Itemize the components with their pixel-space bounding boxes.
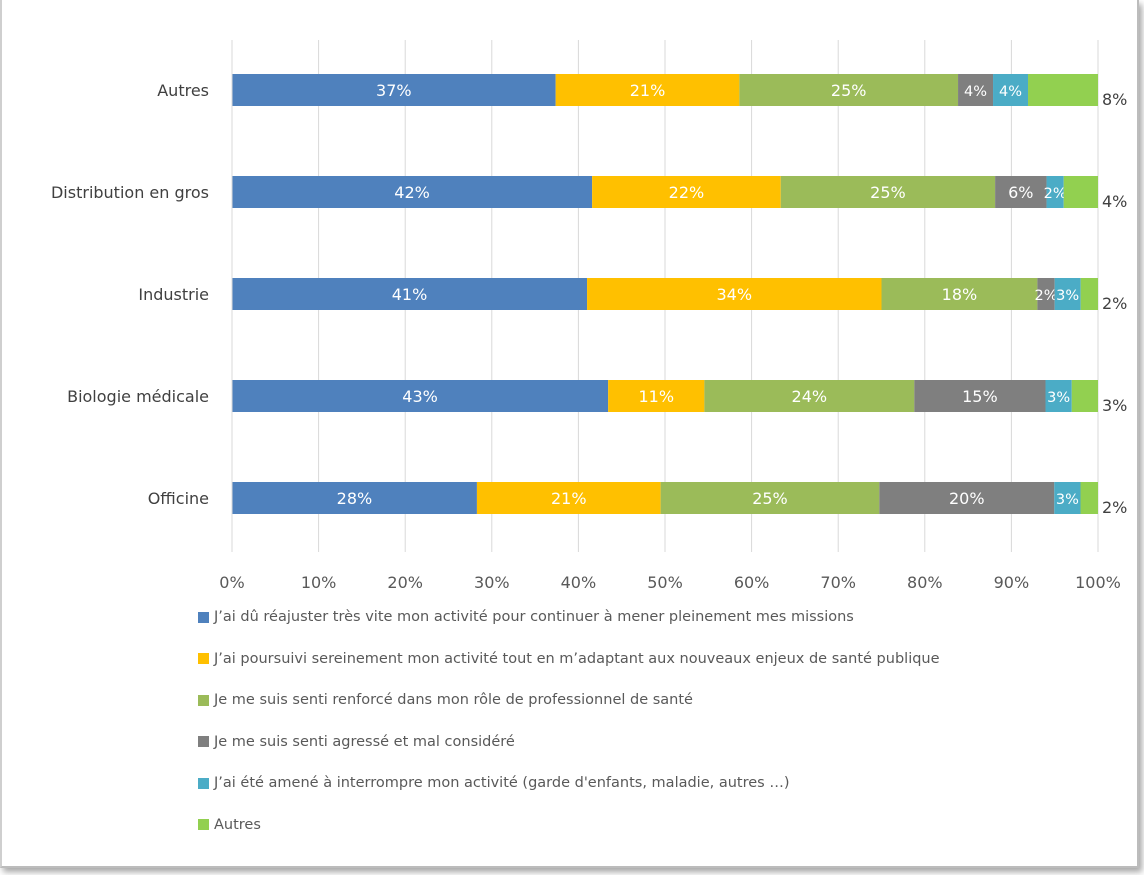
- data-label: 3%: [1056, 288, 1079, 304]
- bar-segment: [232, 278, 588, 310]
- x-tick-label: 80%: [907, 573, 943, 592]
- category-label: Biologie médicale: [67, 387, 209, 406]
- bar-segment: [993, 74, 1029, 106]
- x-tick-label: 30%: [474, 573, 510, 592]
- legend-swatch: [198, 819, 209, 830]
- data-label: 34%: [716, 285, 752, 304]
- x-tick-label: 20%: [387, 573, 423, 592]
- bar-segment: [608, 380, 705, 412]
- data-label: 4%: [964, 84, 987, 100]
- data-label: 25%: [752, 489, 788, 508]
- bar-segment: [879, 482, 1055, 514]
- x-tick-label: 100%: [1075, 573, 1121, 592]
- bar-segment: [660, 482, 880, 514]
- bar-segment: [232, 74, 556, 106]
- data-label: 43%: [402, 387, 438, 406]
- data-label: 8%: [1102, 90, 1127, 109]
- bar-segment: [914, 380, 1046, 412]
- stacked-bar-chart: 0% 10% 20% 30% 40% 50% 60% 70% 80% 90% 100% Autres 3…: [51, 40, 1127, 592]
- legend-swatch: [198, 611, 209, 623]
- legend-item: Je me suis senti renforcé dans mon rôle …: [198, 690, 1098, 710]
- data-label: 3%: [1047, 390, 1070, 406]
- data-label: 11%: [638, 387, 674, 406]
- x-tick-label: 50%: [647, 573, 683, 592]
- bar-segment: [592, 176, 781, 208]
- legend-item: Je me suis senti agressé et mal considér…: [198, 732, 1098, 752]
- data-label: 25%: [870, 183, 906, 202]
- legend-label: J’ai poursuivi sereinement mon activité …: [214, 650, 940, 667]
- category-label: Distribution en gros: [51, 183, 209, 202]
- legend-label: J’ai été amené à interrompre mon activit…: [214, 775, 790, 791]
- legend-item: J’ai poursuivi sereinement mon activité …: [198, 649, 1098, 669]
- data-label: 18%: [942, 285, 978, 304]
- x-tick-label: 0%: [219, 573, 244, 592]
- legend-label: Je me suis senti renforcé dans mon rôle …: [214, 692, 693, 708]
- bar-segment: [555, 74, 740, 106]
- data-label: 20%: [949, 489, 985, 508]
- legend-item: J’ai dû réajuster très vite mon activité…: [198, 607, 1098, 627]
- legend-item: J’ai été amené à interrompre mon activit…: [198, 773, 1098, 793]
- data-label: 22%: [669, 183, 705, 202]
- data-label: 24%: [792, 387, 828, 406]
- x-tick-label: 70%: [820, 573, 856, 592]
- data-label: 2%: [1102, 498, 1127, 517]
- data-label: 3%: [1102, 396, 1127, 415]
- data-label: 37%: [376, 81, 412, 100]
- data-label: 21%: [551, 489, 587, 508]
- bar-segment: [1046, 176, 1064, 208]
- bar-segment: [232, 176, 593, 208]
- bar-segment: [1054, 482, 1081, 514]
- x-tick-label: 60%: [734, 573, 770, 592]
- bar-segment: [1037, 278, 1055, 310]
- bar-segment: [476, 482, 661, 514]
- data-label: 2%: [1102, 294, 1127, 313]
- bar-segment: [780, 176, 996, 208]
- data-label: 6%: [1008, 183, 1033, 202]
- bar-segment: [587, 278, 882, 310]
- bar-segment: [1080, 482, 1098, 514]
- bar-segment: [1045, 380, 1072, 412]
- x-tick-label: 10%: [301, 573, 337, 592]
- legend-swatch: [198, 694, 209, 706]
- bar-segment: [958, 74, 994, 106]
- bar-segment: [1080, 278, 1098, 310]
- bar-segment: [881, 278, 1038, 310]
- category-label: Officine: [148, 489, 209, 508]
- data-label: 41%: [392, 285, 428, 304]
- bar-segment: [1028, 74, 1098, 106]
- data-label: 3%: [1056, 492, 1079, 508]
- data-label: 4%: [1102, 192, 1127, 211]
- bar-segment: [704, 380, 915, 412]
- legend-swatch: [198, 777, 209, 789]
- bar-segment: [1063, 176, 1098, 208]
- data-label: 21%: [630, 81, 666, 100]
- bar-segment: [995, 176, 1047, 208]
- data-label: 2%: [1035, 288, 1058, 304]
- chart-legend: J’ai dû réajuster très vite mon activité…: [198, 607, 1098, 856]
- data-label: 4%: [999, 84, 1022, 100]
- x-tick-label: 90%: [994, 573, 1030, 592]
- legend-label: Autres: [214, 816, 261, 833]
- data-label: 15%: [962, 387, 998, 406]
- bar-segment: [1054, 278, 1081, 310]
- category-label: Autres: [157, 81, 209, 100]
- legend-item: Autres: [198, 815, 1098, 835]
- legend-swatch: [198, 736, 209, 747]
- data-label: 25%: [831, 81, 867, 100]
- legend-label: J’ai dû réajuster très vite mon activité…: [214, 609, 854, 625]
- bar-segment: [739, 74, 959, 106]
- category-label: Industrie: [138, 285, 209, 304]
- x-tick-label: 40%: [561, 573, 597, 592]
- bar-segment: [232, 482, 477, 514]
- legend-swatch: [198, 653, 209, 664]
- data-label: 2%: [1044, 186, 1067, 202]
- data-label: 28%: [337, 489, 373, 508]
- data-label: 42%: [394, 183, 430, 202]
- bar-segment: [232, 380, 609, 412]
- bar-segment: [1071, 380, 1098, 412]
- legend-label: Je me suis senti agressé et mal considér…: [214, 733, 515, 750]
